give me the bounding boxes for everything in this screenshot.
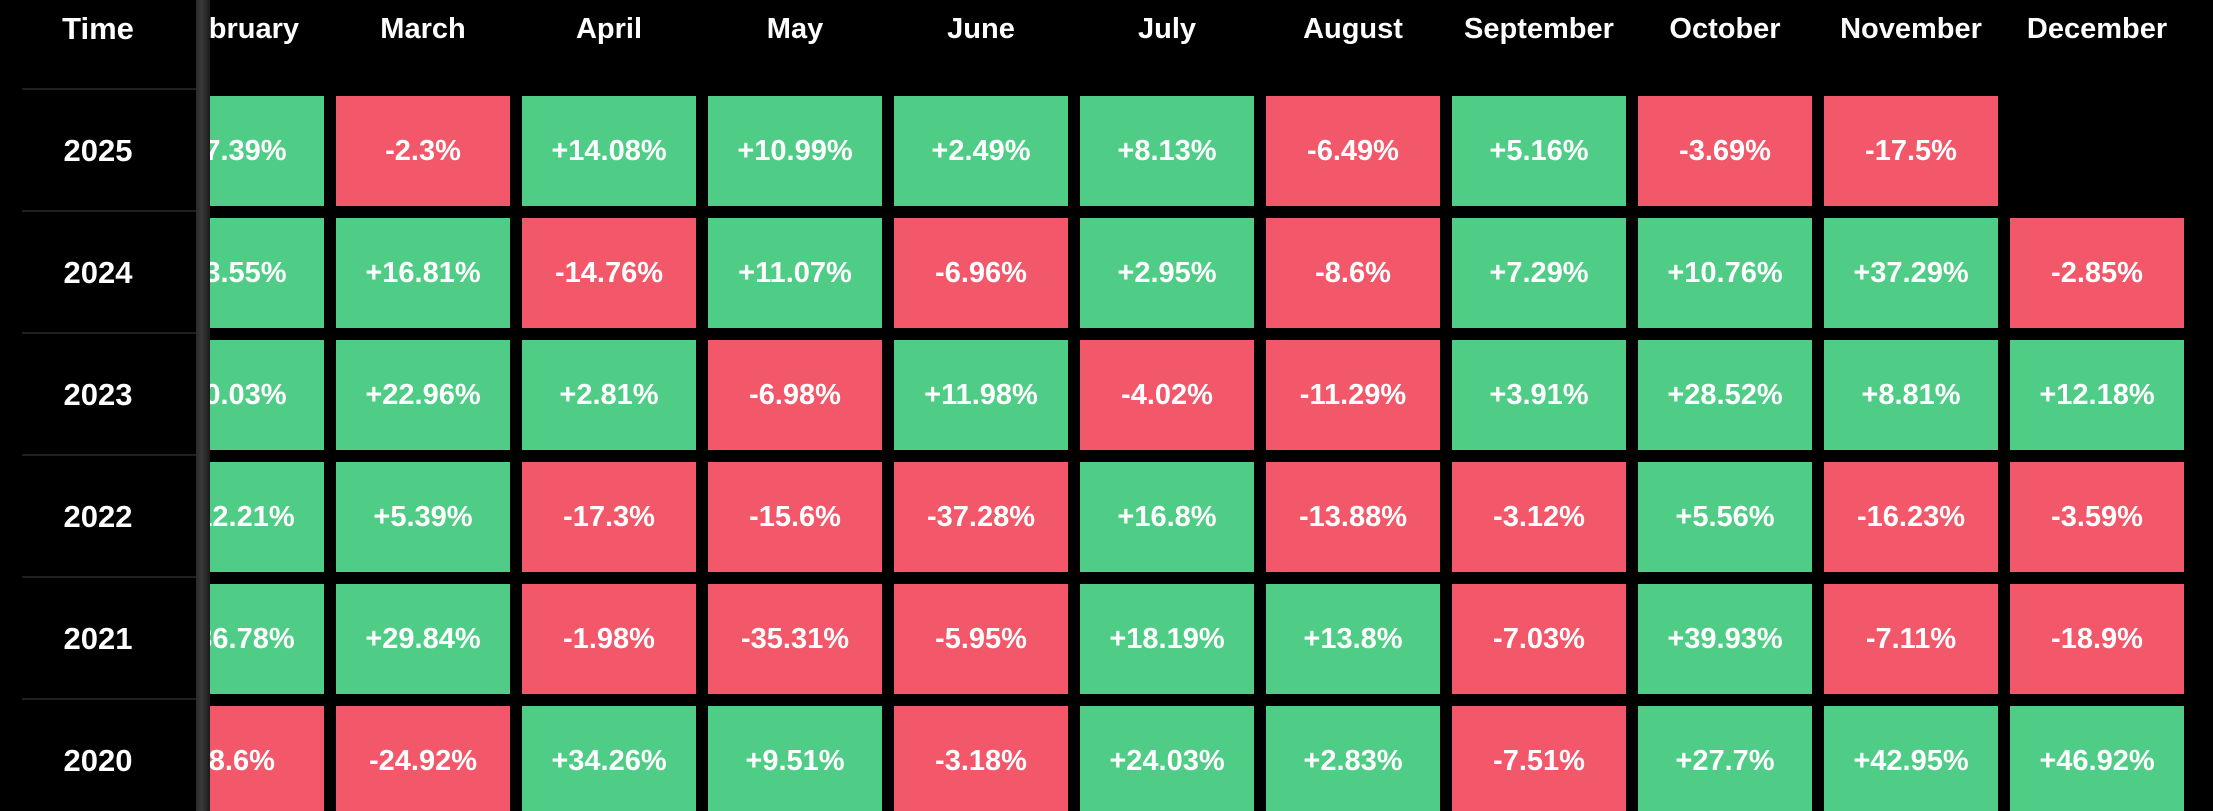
return-cell-2020-september[interactable]: -7.51% xyxy=(1452,706,1626,811)
return-cell-2020-march[interactable]: -24.92% xyxy=(336,706,510,811)
return-cell-2021-december[interactable]: -18.9% xyxy=(2010,584,2184,694)
month-header-november: November xyxy=(1840,12,1982,45)
return-cell-2024-october[interactable]: +10.76% xyxy=(1638,218,1812,328)
return-cell-2022-june[interactable]: -37.28% xyxy=(894,462,1068,572)
year-label-2023: 2023 xyxy=(63,377,133,412)
month-header-june: June xyxy=(947,12,1015,45)
return-cell-2021-may[interactable]: -35.31% xyxy=(708,584,882,694)
return-cell-2020-may[interactable]: +9.51% xyxy=(708,706,882,811)
year-label-2022: 2022 xyxy=(63,499,133,534)
return-cell-2025-november[interactable]: -17.5% xyxy=(1824,96,1998,206)
return-cell-2025-october[interactable]: -3.69% xyxy=(1638,96,1812,206)
return-cell-2022-august[interactable]: -13.88% xyxy=(1266,462,1440,572)
return-cell-2022-april[interactable]: -17.3% xyxy=(522,462,696,572)
return-cell-2023-december[interactable]: +12.18% xyxy=(2010,340,2184,450)
row-separator xyxy=(22,576,196,578)
return-cell-2020-december[interactable]: +46.92% xyxy=(2010,706,2184,811)
return-cell-2023-may[interactable]: -6.98% xyxy=(708,340,882,450)
return-cell-2025-june[interactable]: +2.49% xyxy=(894,96,1068,206)
month-header-may: May xyxy=(766,12,824,45)
month-header-april: April xyxy=(575,12,643,45)
return-cell-2023-march[interactable]: +22.96% xyxy=(336,340,510,450)
return-cell-2024-november[interactable]: +37.29% xyxy=(1824,218,1998,328)
year-label-2024: 2024 xyxy=(63,255,133,290)
return-cell-2020-october[interactable]: +27.7% xyxy=(1638,706,1812,811)
return-cell-2022-may[interactable]: -15.6% xyxy=(708,462,882,572)
month-header-september: September xyxy=(1464,12,1614,45)
row-separator xyxy=(22,332,196,334)
return-cell-2020-june[interactable]: -3.18% xyxy=(894,706,1068,811)
row-separator xyxy=(22,454,196,456)
month-header-august: August xyxy=(1303,12,1403,45)
return-cell-2025-may[interactable]: +10.99% xyxy=(708,96,882,206)
month-header-october: October xyxy=(1669,12,1781,45)
return-cell-2022-july[interactable]: +16.8% xyxy=(1080,462,1254,572)
return-cell-2021-june[interactable]: -5.95% xyxy=(894,584,1068,694)
return-cell-2020-april[interactable]: +34.26% xyxy=(522,706,696,811)
return-cell-2023-september[interactable]: +3.91% xyxy=(1452,340,1626,450)
return-cell-2025-april[interactable]: +14.08% xyxy=(522,96,696,206)
return-cell-2021-march[interactable]: +29.84% xyxy=(336,584,510,694)
return-cell-2022-september[interactable]: -3.12% xyxy=(1452,462,1626,572)
return-cell-2020-august[interactable]: +2.83% xyxy=(1266,706,1440,811)
return-cell-2021-august[interactable]: +13.8% xyxy=(1266,584,1440,694)
year-label-2020: 2020 xyxy=(63,743,133,778)
year-label-2021: 2021 xyxy=(63,621,133,656)
return-cell-2021-september[interactable]: -7.03% xyxy=(1452,584,1626,694)
return-cell-2025-september[interactable]: +5.16% xyxy=(1452,96,1626,206)
return-cell-2024-march[interactable]: +16.81% xyxy=(336,218,510,328)
return-cell-2024-june[interactable]: -6.96% xyxy=(894,218,1068,328)
return-cell-2021-july[interactable]: +18.19% xyxy=(1080,584,1254,694)
month-header-march: March xyxy=(380,12,466,45)
return-cell-2023-june[interactable]: +11.98% xyxy=(894,340,1068,450)
year-label-2025: 2025 xyxy=(63,133,133,168)
return-cell-2024-july[interactable]: +2.95% xyxy=(1080,218,1254,328)
return-cell-2020-july[interactable]: +24.03% xyxy=(1080,706,1254,811)
return-cell-2022-december[interactable]: -3.59% xyxy=(2010,462,2184,572)
time-column: Time 2025 2024 2023 2022 2021 2020 xyxy=(0,0,196,811)
row-separator xyxy=(22,88,196,90)
return-cell-2024-august[interactable]: -8.6% xyxy=(1266,218,1440,328)
return-cell-2025-august[interactable]: -6.49% xyxy=(1266,96,1440,206)
time-column-header: Time xyxy=(62,11,134,46)
return-cell-2023-july[interactable]: -4.02% xyxy=(1080,340,1254,450)
return-cell-2023-november[interactable]: +8.81% xyxy=(1824,340,1998,450)
return-cell-2024-december[interactable]: -2.85% xyxy=(2010,218,2184,328)
row-separator xyxy=(22,210,196,212)
return-cell-2020-november[interactable]: +42.95% xyxy=(1824,706,1998,811)
return-cell-2023-october[interactable]: +28.52% xyxy=(1638,340,1812,450)
return-cell-2022-march[interactable]: +5.39% xyxy=(336,462,510,572)
row-separator xyxy=(22,698,196,700)
return-cell-2022-november[interactable]: -16.23% xyxy=(1824,462,1998,572)
return-cell-2021-october[interactable]: +39.93% xyxy=(1638,584,1812,694)
return-cell-2022-october[interactable]: +5.56% xyxy=(1638,462,1812,572)
month-header-december: December xyxy=(2026,12,2168,45)
frozen-column-divider xyxy=(196,0,210,811)
return-cell-2024-april[interactable]: -14.76% xyxy=(522,218,696,328)
return-cell-2021-november[interactable]: -7.11% xyxy=(1824,584,1998,694)
month-header-july: July xyxy=(1137,12,1197,45)
return-cell-2024-may[interactable]: +11.07% xyxy=(708,218,882,328)
return-cell-2023-august[interactable]: -11.29% xyxy=(1266,340,1440,450)
return-cell-2025-march[interactable]: -2.3% xyxy=(336,96,510,206)
return-cell-2023-april[interactable]: +2.81% xyxy=(522,340,696,450)
return-cell-2025-july[interactable]: +8.13% xyxy=(1080,96,1254,206)
return-cell-2021-april[interactable]: -1.98% xyxy=(522,584,696,694)
return-cell-2024-september[interactable]: +7.29% xyxy=(1452,218,1626,328)
